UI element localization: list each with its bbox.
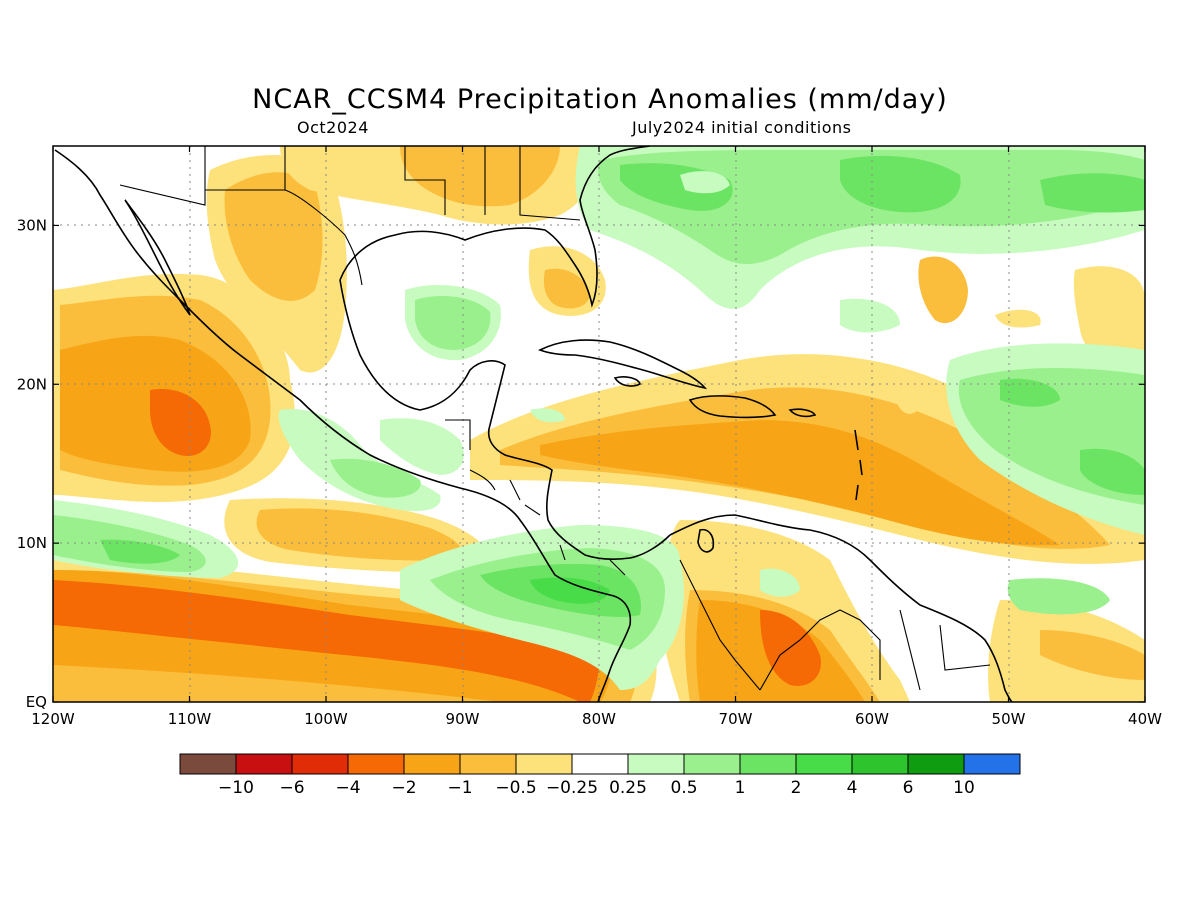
lat-tick-label: 10N <box>17 534 47 552</box>
colorbar-label: 10 <box>953 778 975 798</box>
colorbar-swatch <box>459 753 517 775</box>
lat-tick-label: 20N <box>17 375 47 393</box>
colorbar-label: −10 <box>218 778 254 798</box>
colorbar-swatch <box>515 753 573 775</box>
colorbar-label: 2 <box>791 778 802 798</box>
colorbar-label: −2 <box>391 778 416 798</box>
colorbar-label: −1 <box>447 778 472 798</box>
colorbar-swatch <box>683 753 741 775</box>
forecast-month: Oct2024 <box>297 118 369 137</box>
coastlines <box>54 146 1013 702</box>
colorbar-swatch <box>907 753 965 775</box>
colorbar-label: −4 <box>335 778 360 798</box>
lat-tick-label: EQ <box>26 693 47 711</box>
colorbar-label: 0.25 <box>609 778 647 798</box>
borders <box>119 146 991 691</box>
colorbar-swatch <box>403 753 461 775</box>
colorbar-swatch <box>235 753 293 775</box>
lon-tick-label: 60W <box>855 710 889 728</box>
colorbar-label: −0.25 <box>546 778 598 798</box>
lon-tick-label: 80W <box>582 710 616 728</box>
colorbar: −10 −6 −4 −2 −1 −0.5 −0.25 0.25 0.5 1 2 4 6 10 <box>179 753 1021 798</box>
lat-tick-label: 30N <box>17 216 47 234</box>
colorbar-label: 4 <box>847 778 858 798</box>
lon-tick-label: 50W <box>992 710 1026 728</box>
colorbar-swatch <box>963 753 1021 775</box>
colorbar-label: 1 <box>735 778 746 798</box>
lon-tick-label: 120W <box>31 710 75 728</box>
colorbar-label: −6 <box>279 778 304 798</box>
colorbar-swatch <box>179 753 237 775</box>
longitude-axis: 120W 110W 100W 90W 80W 70W 60W 50W 40W <box>31 146 1162 728</box>
colorbar-swatch <box>795 753 853 775</box>
colorbar-label: 0.5 <box>670 778 697 798</box>
colorbar-swatch <box>851 753 909 775</box>
colorbar-swatch <box>739 753 797 775</box>
lon-tick-label: 90W <box>446 710 480 728</box>
page-title: NCAR_CCSM4 Precipitation Anomalies (mm/d… <box>252 84 948 115</box>
lon-tick-label: 110W <box>168 710 212 728</box>
lon-tick-label: 70W <box>719 710 753 728</box>
colorbar-label: −0.5 <box>495 778 536 798</box>
lon-tick-label: 100W <box>304 710 348 728</box>
colorbar-label: 6 <box>903 778 914 798</box>
initial-conditions: July2024 initial conditions <box>632 118 852 137</box>
colorbar-swatch <box>627 753 685 775</box>
lon-tick-label: 40W <box>1128 710 1162 728</box>
anomaly-field <box>53 146 1145 702</box>
colorbar-swatch <box>347 753 405 775</box>
latitude-axis: EQ 10N 20N 30N <box>17 216 1145 711</box>
colorbar-swatch <box>291 753 349 775</box>
colorbar-swatch <box>571 753 629 775</box>
